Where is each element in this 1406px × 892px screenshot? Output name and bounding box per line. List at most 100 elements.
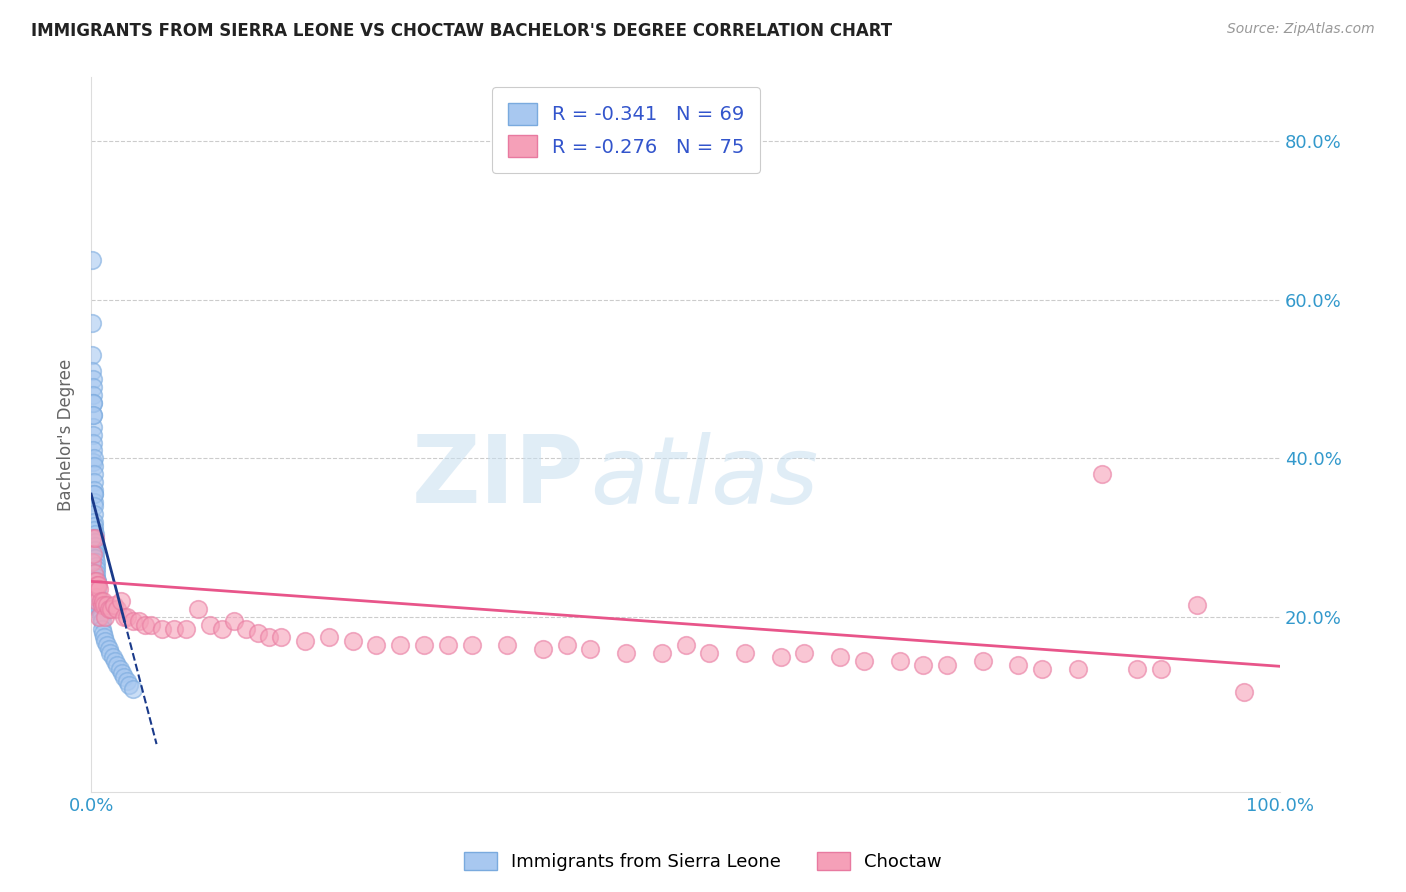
Point (366, 638, 388, 652)
Point (128, 614, 150, 628)
Point (531, 641, 554, 656)
Point (86, 594, 108, 608)
Text: Source: ZipAtlas.com: Source: ZipAtlas.com (1227, 22, 1375, 37)
Y-axis label: Bachelor's Degree: Bachelor's Degree (58, 359, 75, 511)
Point (437, 638, 460, 652)
Point (84, 591, 107, 605)
Point (82, 252, 104, 267)
Point (1007, 657, 1029, 672)
Point (83, 582, 105, 597)
Point (82, 408, 104, 422)
Point (83, 531, 105, 545)
Point (259, 630, 281, 644)
Point (972, 654, 994, 668)
Point (91, 626, 114, 640)
Point (83, 515, 105, 529)
Point (82, 380, 104, 394)
Point (1031, 662, 1053, 676)
Point (793, 646, 815, 660)
Point (83, 574, 105, 589)
Point (108, 662, 131, 676)
Point (90, 614, 112, 628)
Point (614, 646, 637, 660)
Point (187, 602, 209, 616)
Point (84, 555, 107, 569)
Point (82, 435, 104, 450)
Point (82, 455, 104, 469)
Point (496, 638, 519, 652)
Point (87, 598, 110, 612)
Point (96, 598, 118, 612)
Point (174, 622, 197, 636)
Point (89, 602, 111, 616)
Point (89, 610, 111, 624)
Point (89, 582, 111, 597)
Point (211, 622, 233, 636)
Point (84, 542, 107, 557)
Point (84, 570, 107, 584)
Point (103, 598, 125, 612)
Point (82, 396, 104, 410)
Point (1067, 662, 1090, 676)
Point (936, 657, 959, 672)
Point (83, 459, 105, 474)
Point (104, 654, 127, 668)
Point (82, 427, 104, 442)
Point (83, 483, 105, 497)
Point (1091, 467, 1114, 482)
Point (98, 641, 121, 656)
Point (110, 594, 132, 608)
Point (98, 602, 121, 616)
Point (134, 618, 156, 632)
Point (246, 626, 269, 640)
Point (111, 665, 134, 680)
Point (889, 654, 911, 668)
Point (579, 641, 602, 656)
Point (389, 638, 412, 652)
Point (90, 594, 112, 608)
Point (115, 610, 138, 624)
Point (121, 614, 143, 628)
Point (86, 592, 108, 607)
Point (82, 531, 104, 545)
Point (94, 610, 117, 624)
Point (84, 558, 107, 573)
Point (82, 396, 104, 410)
Point (83, 523, 105, 537)
Point (82, 555, 104, 569)
Point (83, 451, 105, 466)
Point (82, 317, 104, 331)
Point (84, 566, 107, 581)
Point (100, 602, 122, 616)
Point (101, 649, 124, 664)
Point (83, 487, 105, 501)
Point (89, 598, 111, 612)
Point (152, 622, 174, 636)
Point (84, 547, 107, 561)
Point (852, 654, 875, 668)
Point (86, 574, 108, 589)
Point (115, 673, 138, 688)
Point (769, 649, 792, 664)
Point (114, 610, 136, 624)
Point (121, 681, 143, 696)
Point (83, 531, 105, 545)
Point (105, 657, 128, 672)
Point (105, 602, 128, 616)
Point (114, 670, 136, 684)
Legend: Immigrants from Sierra Leone, Choctaw: Immigrants from Sierra Leone, Choctaw (457, 845, 949, 879)
Text: ZIP: ZIP (412, 432, 585, 524)
Point (675, 638, 697, 652)
Point (198, 618, 221, 632)
Point (83, 526, 105, 541)
Point (555, 638, 578, 652)
Point (84, 574, 107, 589)
Point (270, 630, 292, 644)
Point (912, 657, 935, 672)
Point (699, 646, 721, 660)
Point (84, 534, 107, 549)
Point (84, 562, 107, 576)
Point (86, 588, 108, 602)
Point (413, 638, 436, 652)
Point (82, 364, 104, 378)
